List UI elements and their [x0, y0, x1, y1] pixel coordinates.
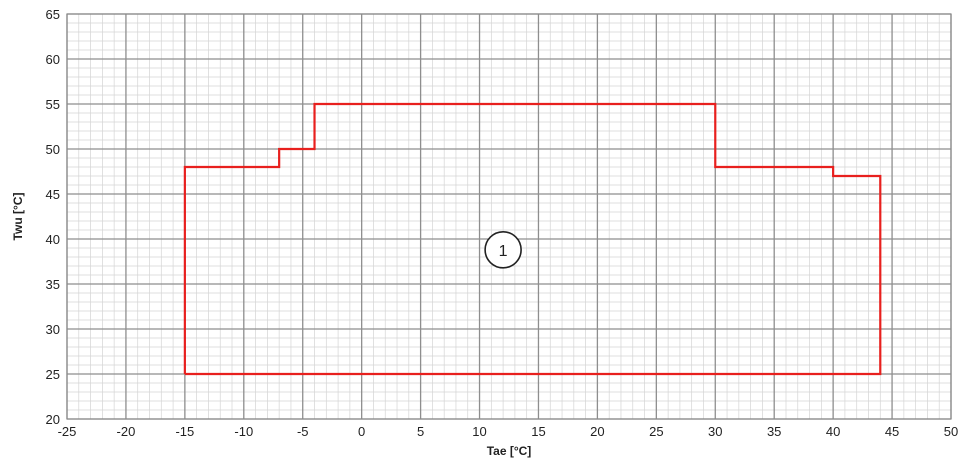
- x-axis-title: Tae [°C]: [487, 444, 532, 458]
- x-tick-label: 25: [649, 424, 663, 439]
- y-tick-label: 30: [46, 322, 60, 337]
- x-tick-label: -5: [297, 424, 309, 439]
- x-tick-label: 0: [358, 424, 365, 439]
- y-tick-label: 45: [46, 187, 60, 202]
- x-axis-ticks: -25 -20 -15 -10 -5 0 5 10 15 20 25 30 35 40 45 50: [58, 424, 959, 439]
- zone-marker-label: 1: [499, 243, 508, 260]
- x-tick-label: 35: [767, 424, 781, 439]
- annotation-layer: 1: [484, 231, 522, 269]
- y-tick-label: 60: [46, 52, 60, 67]
- y-axis-title: Twu [°C]: [11, 193, 25, 241]
- y-tick-label: 55: [46, 97, 60, 112]
- x-tick-label: 10: [472, 424, 486, 439]
- x-tick-label: 20: [590, 424, 604, 439]
- x-tick-label: -10: [234, 424, 253, 439]
- x-tick-label: 30: [708, 424, 722, 439]
- x-tick-label: 45: [885, 424, 899, 439]
- y-tick-label: 40: [46, 232, 60, 247]
- x-tick-label: 40: [826, 424, 840, 439]
- x-tick-label: 50: [944, 424, 958, 439]
- x-tick-label: -20: [117, 424, 136, 439]
- x-tick-label: 5: [417, 424, 424, 439]
- minor-grid: [67, 14, 951, 419]
- y-tick-label: 50: [46, 142, 60, 157]
- y-tick-label: 65: [46, 7, 60, 22]
- x-tick-label: -25: [58, 424, 77, 439]
- y-tick-label: 20: [46, 412, 60, 427]
- x-tick-label: 15: [531, 424, 545, 439]
- y-tick-label: 35: [46, 277, 60, 292]
- plot-frame: [66, 13, 952, 420]
- envelope-line-1: [183, 102, 882, 376]
- series-layer: [183, 102, 882, 376]
- zone-marker-circle: [484, 231, 522, 269]
- y-tick-label: 25: [46, 367, 60, 382]
- x-tick-label: -15: [175, 424, 194, 439]
- y-axis-ticks: 20 25 30 35 40 45 50 55 60 65: [46, 7, 60, 427]
